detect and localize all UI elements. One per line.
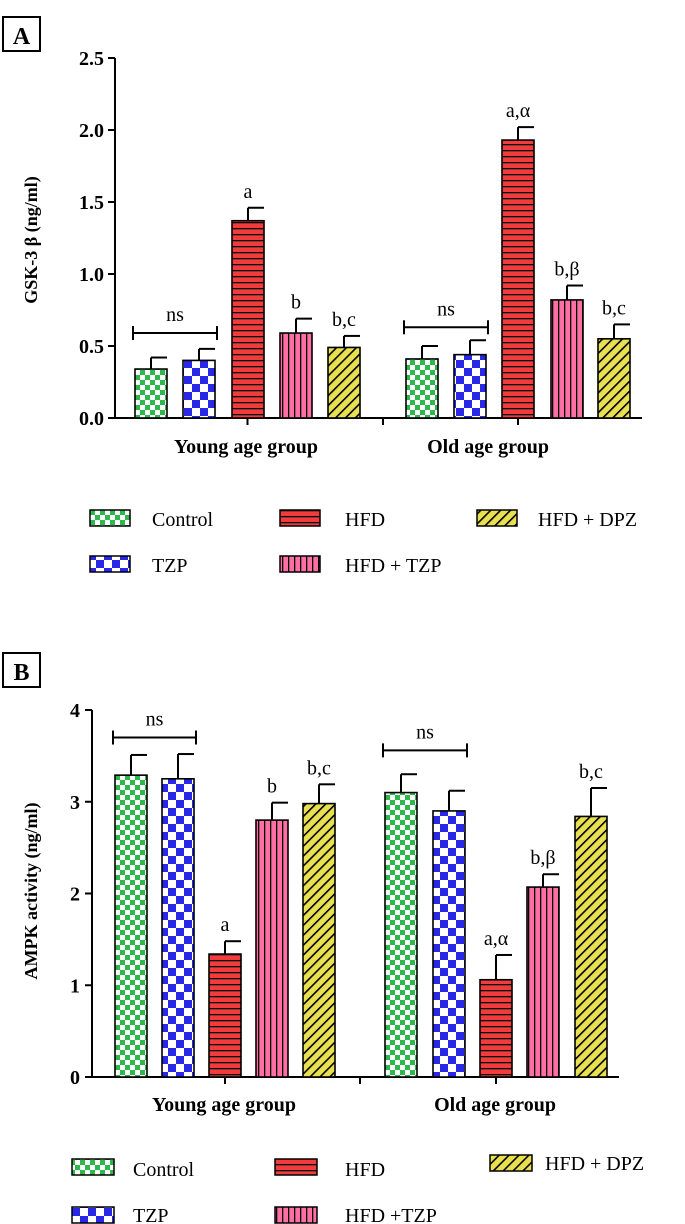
panel-a-y-tick-label: 1.5 <box>79 192 104 214</box>
panel-b-legend: Control HFD HFD + DPZ TZP HFD +TZP <box>71 1153 644 1224</box>
legend-b-label-hfd-tzp: HFD +TZP <box>345 1205 437 1224</box>
panel-b-ns-label-old: ns <box>416 721 434 743</box>
legend-b-swatch-hfd-tzp <box>274 1206 318 1224</box>
legend-b-swatch-control <box>71 1158 115 1176</box>
panel-a-y-axis-label: GSK-3 β (ng/ml) <box>21 176 42 304</box>
panel-b-y-tick-label: 3 <box>70 792 80 814</box>
panel-a-sig-label-young-hfd: a <box>244 181 253 203</box>
panel-b-sig-label-young-hfd-tzp: b <box>267 776 277 798</box>
legend-b-label-hfd-dpz: HFD + DPZ <box>545 1153 644 1175</box>
panel-a-y-tick-label: 1.0 <box>79 264 104 286</box>
panel-b-y-tick-label: 4 <box>70 700 80 722</box>
panel-b-ampk-chart: B AMPK activity (ng/ml) 0 1 2 3 4 a b b,c a,α b,… <box>2 652 619 1116</box>
legend-b-swatch-tzp <box>71 1206 115 1224</box>
panel-a-sig-label-old-hfd-tzp: b,β <box>554 259 579 281</box>
panel-b-sig-label-old-hfd-tzp: b,β <box>530 847 555 869</box>
panel-a-ns-label-young: ns <box>166 304 184 326</box>
legend-a-label-tzp: TZP <box>152 555 188 577</box>
panel-b-bar-old-hfd-dpz <box>574 815 608 1078</box>
panel-a-bar-young-hfd <box>231 219 265 419</box>
panel-b-bar-young-tzp <box>161 778 195 1078</box>
panel-b-y-tick-label: 1 <box>70 975 80 997</box>
panel-b-bar-young-hfd-tzp <box>255 819 289 1078</box>
panel-a-y-tick-label: 2.0 <box>79 120 104 142</box>
panel-a-ns-label-old: ns <box>437 298 455 320</box>
panel-b-bar-old-hfd <box>479 978 513 1078</box>
legend-a-swatch-tzp <box>89 555 131 573</box>
legend-a-swatch-hfd <box>279 509 321 527</box>
panel-a-ns-bracket-old <box>403 320 489 335</box>
panel-b-sig-label-old-hfd: a,α <box>484 928 509 950</box>
panel-a-bar-old-hfd-tzp <box>550 299 584 419</box>
legend-a-label-hfd: HFD <box>345 509 385 531</box>
panel-a-bar-old-control <box>405 358 439 419</box>
panel-b-y-tick-label: 2 <box>70 884 80 906</box>
panel-a-bar-young-tzp <box>182 359 216 419</box>
panel-a-label-box <box>2 16 41 52</box>
legend-b-label-tzp: TZP <box>133 1205 169 1224</box>
panel-b-bar-old-hfd-tzp <box>526 886 560 1078</box>
panel-a-bar-young-hfd-tzp <box>279 332 313 419</box>
panel-a-y-tick-label: 0.0 <box>79 408 104 430</box>
panel-b-bar-young-hfd <box>208 953 242 1078</box>
legend-a-label-control: Control <box>152 509 214 531</box>
panel-b-x-tick-old: Old age group <box>434 1094 556 1116</box>
panel-a-gsk3b-chart: A GSK-3 β (ng/ml) 0.0 0.5 1.0 1.5 2.0 2.5 a b b… <box>2 16 642 458</box>
panel-a-bar-old-hfd-dpz <box>597 337 631 419</box>
panel-a-x-tick-young: Young age group <box>174 436 318 458</box>
panel-a-y-tick-label: 0.5 <box>79 336 104 358</box>
panel-a-sig-label-young-hfd-dpz: b,c <box>332 309 356 331</box>
legend-b-swatch-hfd <box>274 1158 318 1176</box>
legend-a-swatch-hfd-dpz <box>476 509 518 527</box>
legend-a-label-hfd-dpz: HFD + DPZ <box>538 509 637 531</box>
panel-b-label: B <box>13 660 29 686</box>
panel-a-sig-label-young-hfd-tzp: b <box>291 292 301 314</box>
panel-b-bar-old-tzp <box>432 810 466 1078</box>
panel-a-sig-label-old-hfd-dpz: b,c <box>602 297 626 319</box>
panel-a-bar-old-hfd <box>501 139 535 419</box>
panel-a-x-tick-old: Old age group <box>427 436 549 458</box>
legend-a-swatch-control <box>89 509 131 527</box>
panel-b-sig-label-young-hfd-dpz: b,c <box>307 757 331 779</box>
panel-a-label: A <box>13 24 31 50</box>
panel-b-bar-old-control <box>384 791 418 1078</box>
panel-b-y-tick-label: 0 <box>70 1067 80 1089</box>
legend-a-swatch-hfd-tzp <box>279 555 321 573</box>
panel-b-ns-bracket-old <box>382 743 468 758</box>
legend-a-label-hfd-tzp: HFD + TZP <box>345 555 441 577</box>
legend-b-swatch-hfd-dpz <box>489 1154 533 1172</box>
panel-a-ns-bracket-young <box>132 326 218 341</box>
panel-b-label-box <box>2 652 41 688</box>
panel-a-bar-old-tzp <box>453 353 487 419</box>
panel-b-ns-label-young: ns <box>146 709 164 731</box>
panel-a-legend: Control HFD HFD + DPZ TZP HFD + TZP <box>89 509 637 577</box>
panel-b-y-axis-label: AMPK activity (ng/ml) <box>21 803 42 980</box>
panel-a-y-tick-label: 2.5 <box>79 48 104 70</box>
legend-b-label-hfd: HFD <box>345 1159 385 1181</box>
panel-a-sig-label-old-hfd: a,α <box>506 100 531 122</box>
legend-b-label-control: Control <box>133 1159 195 1181</box>
panel-a-bar-young-control <box>134 368 168 419</box>
panel-b-sig-label-young-hfd: a <box>221 914 230 936</box>
panel-b-ns-bracket-young <box>112 730 197 745</box>
panel-b-sig-label-old-hfd-dpz: b,c <box>579 761 603 783</box>
panel-a-bar-young-hfd-dpz <box>327 346 361 419</box>
panel-b-bar-young-hfd-dpz <box>302 802 336 1078</box>
panel-b-x-tick-young: Young age group <box>152 1094 296 1116</box>
panel-b-bar-young-control <box>114 774 148 1078</box>
